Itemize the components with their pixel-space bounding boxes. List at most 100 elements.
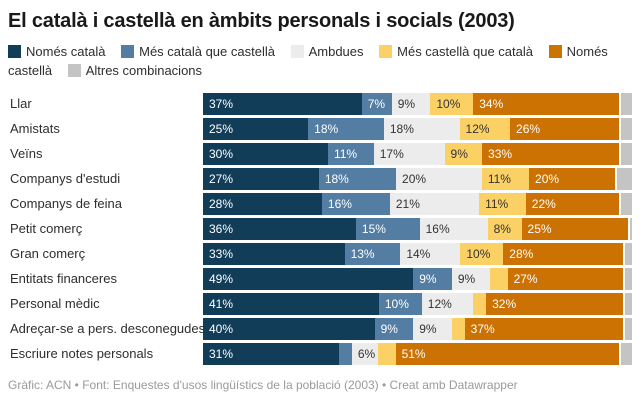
bar-segment: 9% xyxy=(413,318,452,340)
bar-segment: 11% xyxy=(481,168,530,190)
chart-footer: Gràfic: ACN • Font: Enquestes d'usos lin… xyxy=(8,378,518,392)
legend-label: Més català que castellà xyxy=(139,44,275,59)
bar-segment: 30% xyxy=(203,143,328,165)
bar-segment: 6% xyxy=(351,343,379,365)
bar-segment: 28% xyxy=(503,243,624,265)
bar-segment: 34% xyxy=(473,93,620,115)
bar-segment: 26% xyxy=(510,118,620,140)
bar-segment: 10% xyxy=(460,243,504,265)
row-label: Llar xyxy=(10,96,32,111)
bar-segment xyxy=(619,193,632,215)
bar-segment: 11% xyxy=(479,193,526,215)
chart-row: Veïns 30% 11% 17% 9% 33% xyxy=(8,143,632,165)
chart-row: Gran comerç 33% 13% 14% 10% 28% xyxy=(8,243,632,265)
legend-label: Més castellà que català xyxy=(397,44,533,59)
bar-segment: 13% xyxy=(344,243,401,265)
bar-segment: 8% xyxy=(487,218,522,240)
legend-label: Només castellà xyxy=(8,44,608,78)
bar-segment: 17% xyxy=(373,143,445,165)
bar-segment: 9% xyxy=(374,318,414,340)
bar-segment: 37% xyxy=(464,318,624,340)
stacked-bar: 25% 18% 18% 12% 26% xyxy=(203,118,632,140)
legend: Només català Més català que castellà Amb… xyxy=(8,42,632,80)
bar-segment xyxy=(619,93,632,115)
chart-row: Amistats 25% 18% 18% 12% 26% xyxy=(8,118,632,140)
stacked-bar: 40% 9% 9% 37% xyxy=(203,318,632,340)
legend-item: Ambdues xyxy=(290,44,364,59)
bar-segment: 25% xyxy=(203,118,309,140)
chart-row: Companys d'estudi 27% 18% 20% 11% 20% xyxy=(8,168,632,190)
bar-segment: 11% xyxy=(327,143,374,165)
stacked-bar: 33% 13% 14% 10% 28% xyxy=(203,243,632,265)
bar-segment: 36% xyxy=(203,218,356,240)
chart-row: Escriure notes personals 31% 6% 51% xyxy=(8,343,632,365)
legend-label: Només català xyxy=(26,44,106,59)
legend-item: Només castellà xyxy=(8,44,608,78)
bar-segment: 16% xyxy=(321,193,390,215)
bar-segment xyxy=(490,268,508,290)
chart-row: Adreçar-se a pers. desconegudes 40% 9% 9% 37… xyxy=(8,318,632,340)
stacked-bar: 27% 18% 20% 11% 20% xyxy=(203,168,632,190)
bar-segment xyxy=(623,318,632,340)
row-label: Amistats xyxy=(10,121,60,136)
legend-item: Més català que castellà xyxy=(121,44,275,59)
stacked-bar: 36% 15% 16% 8% 25% xyxy=(203,218,632,240)
bar-segment: 18% xyxy=(308,118,384,140)
bar-segment: 9% xyxy=(451,268,491,290)
chart-title: El català i castellà en àmbits personals… xyxy=(8,10,515,32)
stacked-bar: 30% 11% 17% 9% 33% xyxy=(203,143,632,165)
row-label: Entitats financeres xyxy=(10,271,117,286)
bar-segment: 15% xyxy=(355,218,420,240)
bar-segment xyxy=(623,243,632,265)
bar-segment: 9% xyxy=(413,268,452,290)
chart-row: Companys de feina 28% 16% 21% 11% 22% xyxy=(8,193,632,215)
bar-segment xyxy=(378,343,396,365)
bar-segment xyxy=(451,318,465,340)
chart-row: Petit comerç 36% 15% 16% 8% 25% xyxy=(8,218,632,240)
bar-segment xyxy=(618,343,632,365)
legend-swatch xyxy=(379,45,393,58)
row-label: Petit comerç xyxy=(10,221,83,236)
bar-segment: 40% xyxy=(203,318,375,340)
bar-segment: 22% xyxy=(525,193,620,215)
legend-item: Només català xyxy=(8,44,105,59)
row-label: Companys de feina xyxy=(10,196,123,211)
bar-segment: 14% xyxy=(400,243,461,265)
bar-segment xyxy=(619,143,632,165)
chart-row: Personal mèdic 41% 10% 12% 32% xyxy=(8,293,632,315)
legend-swatch xyxy=(548,45,562,58)
bar-segment: 10% xyxy=(430,93,474,115)
legend-item: Més castellà que català xyxy=(379,44,533,59)
bar-segment: 7% xyxy=(361,93,392,115)
bar-segment: 12% xyxy=(421,293,474,315)
stacked-bar: 31% 6% 51% xyxy=(203,343,632,365)
bar-segment xyxy=(627,218,632,240)
bar-segment: 33% xyxy=(203,243,345,265)
bar-segment: 31% xyxy=(203,343,339,365)
bar-segment: 20% xyxy=(396,168,482,190)
bar-segment: 18% xyxy=(383,118,460,140)
row-label: Personal mèdic xyxy=(10,296,100,311)
stacked-bar: 37% 7% 9% 10% 34% xyxy=(203,93,632,115)
bar-segment: 18% xyxy=(318,168,397,190)
chart: Llar 37% 7% 9% 10% 34% Amistats 25% 18% 18% 12% 26%… xyxy=(8,93,632,365)
bar-segment: 32% xyxy=(486,293,624,315)
bar-segment: 9% xyxy=(444,143,483,165)
row-label: Companys d'estudi xyxy=(10,171,121,186)
bar-segment: 49% xyxy=(203,268,414,290)
legend-swatch xyxy=(8,45,21,58)
bar-segment xyxy=(338,343,352,365)
bar-segment xyxy=(623,293,632,315)
bar-segment: 16% xyxy=(419,218,488,240)
bar-segment: 12% xyxy=(459,118,511,140)
legend-swatch xyxy=(67,64,81,77)
bar-segment: 20% xyxy=(529,168,615,190)
chart-row: Entitats financeres 49% 9% 9% 27% xyxy=(8,268,632,290)
bar-segment: 28% xyxy=(203,193,322,215)
bar-segment: 27% xyxy=(507,268,624,290)
bar-segment: 25% xyxy=(521,218,628,240)
row-label: Veïns xyxy=(10,146,43,161)
stacked-bar: 49% 9% 9% 27% xyxy=(203,268,632,290)
row-label: Escriure notes personals xyxy=(10,346,154,361)
